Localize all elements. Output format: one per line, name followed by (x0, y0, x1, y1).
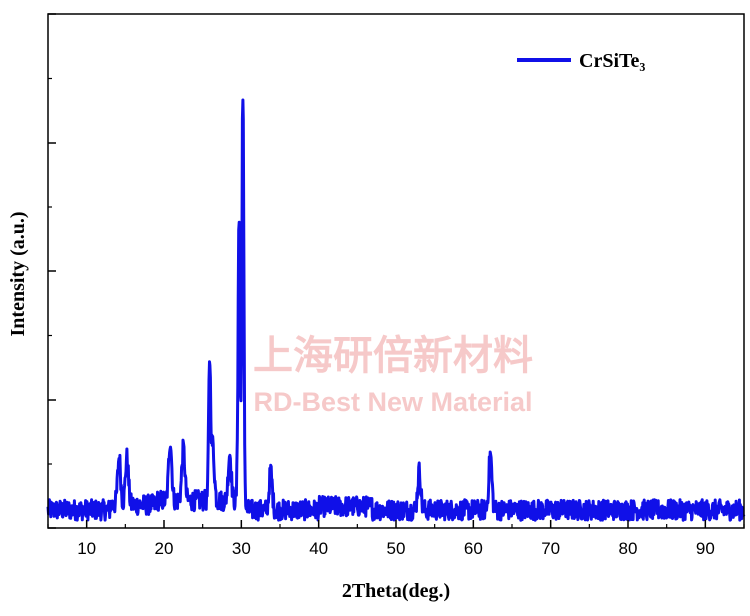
watermark-english: RD-Best New Material (253, 387, 532, 417)
x-tick-label: 40 (309, 539, 328, 558)
x-tick-label: 60 (464, 539, 483, 558)
y-axis-ticks (48, 13, 56, 529)
plot-frame (47, 13, 745, 529)
watermark-chinese: 上海研倍新材料 (253, 333, 533, 379)
watermark: 上海研倍新材料 RD-Best New Material (253, 333, 533, 417)
x-tick-label: 10 (77, 539, 96, 558)
x-tick-label: 20 (155, 539, 174, 558)
x-tick-label: 30 (232, 539, 251, 558)
x-tick-label: 70 (541, 539, 560, 558)
series-layer (46, 98, 746, 522)
x-axis-tick-labels: 10 20 30 40 50 60 70 80 90 (77, 539, 715, 558)
y-axis-title: Intensity (a.u.) (7, 211, 29, 336)
x-axis-ticks (47, 520, 745, 528)
x-tick-label: 80 (619, 539, 638, 558)
x-axis-title: 2Theta(deg.) (342, 580, 450, 602)
x-tick-label: 90 (696, 539, 715, 558)
legend-label: CrSiTe₃ (579, 50, 645, 72)
x-tick-label: 50 (387, 539, 406, 558)
series-line-0 (46, 98, 746, 522)
legend: CrSiTe₃ (517, 50, 645, 72)
